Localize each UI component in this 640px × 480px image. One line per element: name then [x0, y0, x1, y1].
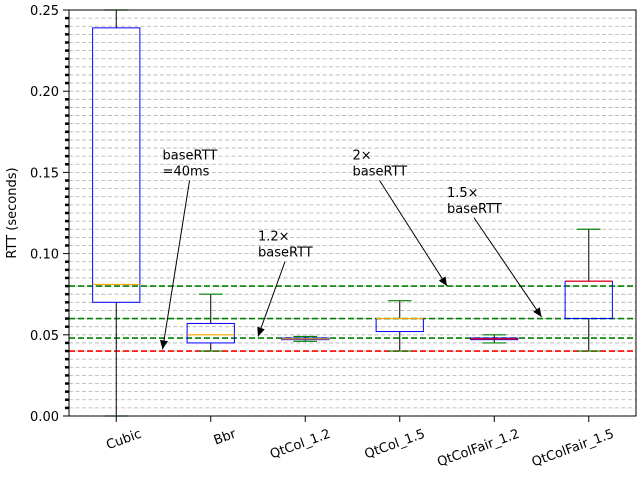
box-body — [92, 27, 141, 303]
annotation-text: 1.2× baseRTT — [258, 230, 313, 261]
annotation-arrow — [473, 217, 542, 318]
annotation-line: 1.2× — [258, 230, 290, 245]
y-tick-label: 0.25 — [30, 4, 59, 19]
grid-lines — [69, 17, 636, 409]
box-qtcolfair-1-2 — [470, 334, 519, 344]
y-axis-label: RTT (seconds) — [5, 167, 20, 258]
annotation-line: =40ms — [163, 164, 210, 179]
y-tick-label: 0.05 — [30, 329, 59, 344]
annotation-line: baseRTT — [258, 246, 313, 261]
annotation: 2× baseRTT — [353, 148, 448, 287]
annotation-arrow — [379, 180, 448, 287]
x-tick-label: Cubic — [104, 427, 143, 454]
x-tick-label: QtCol_1.5 — [363, 427, 427, 463]
annotation-line: baseRTT — [353, 164, 408, 179]
annotation-line: baseRTT — [447, 202, 502, 217]
y-tick-label: 0.00 — [30, 410, 59, 425]
annotation: 1.5× baseRTT — [447, 186, 542, 318]
y-tick-label: 0.20 — [30, 85, 59, 100]
annotation: 1.2× baseRTT — [257, 230, 313, 337]
box-qtcol-1-5 — [375, 300, 424, 352]
box-body — [375, 318, 424, 333]
annotation-arrow — [257, 261, 286, 337]
annotation-text: baseRTT =40ms — [163, 148, 218, 179]
x-tick-label: QtCol_1.2 — [268, 427, 332, 463]
box-body — [186, 322, 235, 344]
y-tick-label: 0.10 — [30, 248, 59, 263]
box-qtcol-1-2 — [281, 335, 330, 342]
box-qtcolfair-1-5 — [564, 228, 613, 352]
x-tick-label: QtColFair_1.5 — [530, 427, 616, 471]
x-tick-label: QtColFair_1.2 — [435, 427, 521, 471]
annotation-line: 2× — [353, 148, 372, 163]
annotation-arrow — [160, 180, 191, 350]
annotation-line: 1.5× — [447, 186, 479, 201]
annotation-text: 2× baseRTT — [353, 148, 408, 179]
annotation-text: 1.5× baseRTT — [447, 186, 502, 217]
annotation-line: baseRTT — [163, 148, 218, 163]
annotation: baseRTT =40ms — [160, 148, 218, 350]
x-tick-label: Bbr — [212, 426, 239, 448]
box-bbr — [186, 293, 235, 352]
y-tick-label: 0.15 — [30, 166, 59, 181]
reference-lines — [69, 285, 636, 352]
